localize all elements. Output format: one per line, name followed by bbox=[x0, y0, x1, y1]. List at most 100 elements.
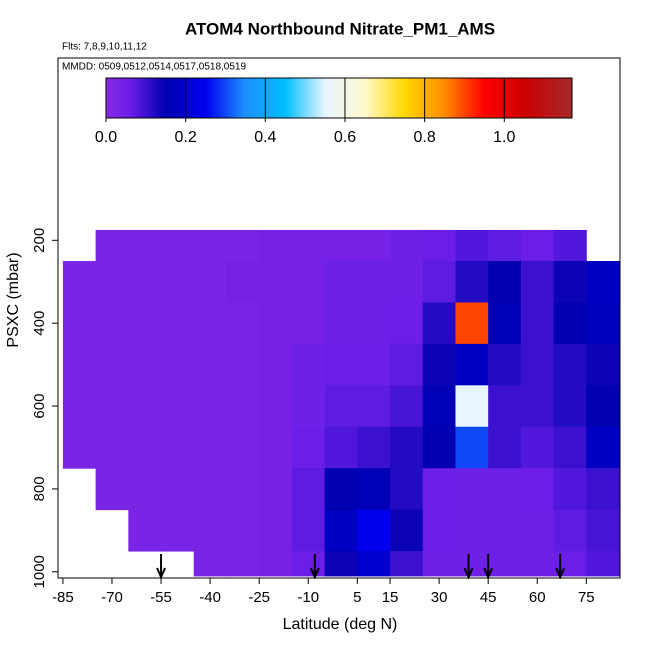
heat-cell bbox=[357, 468, 391, 511]
heat-cell bbox=[553, 302, 587, 345]
heat-cell bbox=[161, 385, 195, 428]
heat-cell bbox=[488, 229, 522, 262]
y-tick-label: 800 bbox=[31, 476, 48, 501]
heat-cell bbox=[291, 509, 326, 552]
heat-cell bbox=[193, 551, 227, 577]
heat-cell bbox=[259, 385, 293, 428]
heat-cell bbox=[390, 468, 424, 511]
heat-cell bbox=[259, 343, 293, 386]
heat-cell bbox=[553, 229, 587, 262]
heat-cell bbox=[291, 261, 326, 303]
heat-cell bbox=[422, 468, 456, 511]
heat-cell bbox=[324, 509, 358, 552]
heat-cell bbox=[193, 302, 227, 345]
heat-cell bbox=[390, 426, 424, 469]
heat-cell bbox=[161, 302, 195, 345]
heat-cell bbox=[193, 261, 227, 303]
heat-cell bbox=[226, 385, 260, 428]
heat-cell bbox=[259, 551, 293, 577]
arrow-head bbox=[463, 567, 474, 580]
heat-cell bbox=[161, 261, 195, 303]
heat-cell bbox=[390, 261, 424, 303]
heat-cell bbox=[161, 343, 195, 386]
colorbar bbox=[105, 77, 573, 119]
heat-cell bbox=[291, 385, 326, 428]
heat-cell bbox=[390, 229, 424, 262]
colorbar-tick-label: 0.6 bbox=[334, 129, 356, 146]
heat-cell bbox=[291, 302, 326, 345]
x-tick-label: 30 bbox=[431, 589, 448, 606]
heat-cell bbox=[455, 229, 489, 262]
heat-cell bbox=[357, 229, 391, 262]
x-tick-label: -40 bbox=[199, 589, 221, 606]
heat-cell bbox=[259, 229, 293, 262]
colorbar-tick-label: 0.8 bbox=[414, 129, 436, 146]
heat-cell bbox=[553, 509, 587, 552]
heat-cell bbox=[586, 509, 620, 552]
heat-cell bbox=[291, 229, 326, 262]
heat-cell bbox=[357, 343, 391, 386]
heat-cell bbox=[324, 302, 358, 345]
heat-cell bbox=[291, 343, 326, 386]
heat-cell bbox=[520, 426, 555, 469]
heat-cell bbox=[259, 426, 293, 469]
heat-cell bbox=[520, 302, 555, 345]
heat-cell bbox=[161, 468, 195, 511]
heat-cell bbox=[226, 302, 260, 345]
heat-cell bbox=[128, 426, 162, 469]
heat-cell bbox=[586, 343, 620, 386]
heat-cell bbox=[193, 468, 227, 511]
y-tick-label: 200 bbox=[31, 228, 48, 253]
arrow-head bbox=[309, 567, 320, 580]
heat-cell bbox=[226, 551, 260, 577]
heat-cell bbox=[455, 385, 489, 428]
x-tick-label: -55 bbox=[150, 589, 172, 606]
heat-cell bbox=[455, 426, 489, 469]
heat-cell bbox=[357, 426, 391, 469]
heat-cell bbox=[390, 343, 424, 386]
heat-cell bbox=[422, 385, 456, 428]
heat-cell bbox=[226, 509, 260, 552]
heat-cell bbox=[259, 302, 293, 345]
heat-cell bbox=[455, 343, 489, 386]
heat-cell bbox=[226, 426, 260, 469]
heat-cell bbox=[357, 261, 391, 303]
heat-cell bbox=[62, 426, 97, 469]
heat-cell bbox=[291, 426, 326, 469]
heat-cell bbox=[586, 426, 620, 469]
heat-cell bbox=[324, 385, 358, 428]
y-tick-label: 1000 bbox=[31, 555, 48, 588]
heat-cell bbox=[128, 261, 162, 303]
heat-cell bbox=[226, 261, 260, 303]
heat-cell bbox=[390, 551, 424, 577]
heat-cell bbox=[161, 229, 195, 262]
heat-cell bbox=[520, 509, 555, 552]
heat-cell bbox=[357, 509, 391, 552]
heat-cell bbox=[95, 426, 129, 469]
heat-cell bbox=[455, 261, 489, 303]
heat-cell bbox=[422, 261, 456, 303]
plot-frame bbox=[57, 57, 621, 579]
heat-cell bbox=[553, 343, 587, 386]
heat-cell bbox=[357, 551, 391, 577]
heat-cell bbox=[422, 343, 456, 386]
heat-cell bbox=[586, 261, 620, 303]
heat-cell bbox=[95, 343, 129, 386]
x-tick-label: 5 bbox=[353, 589, 361, 606]
heat-cell bbox=[193, 426, 227, 469]
heat-cell bbox=[488, 385, 522, 428]
heat-cell bbox=[95, 261, 129, 303]
heat-cell bbox=[586, 385, 620, 428]
annotation: MMDD: 0509,0512,0514,0517,0518,0519 bbox=[62, 62, 246, 73]
colorbar-tick-label: 0.2 bbox=[175, 129, 197, 146]
heat-cell bbox=[586, 468, 620, 511]
heat-cell bbox=[95, 385, 129, 428]
colorbar-tick-label: 0.4 bbox=[254, 129, 276, 146]
heat-cell bbox=[193, 385, 227, 428]
heat-cell bbox=[161, 426, 195, 469]
heat-cell bbox=[259, 509, 293, 552]
heat-cell bbox=[226, 468, 260, 511]
heat-cell bbox=[488, 551, 522, 577]
heat-cell bbox=[128, 302, 162, 345]
